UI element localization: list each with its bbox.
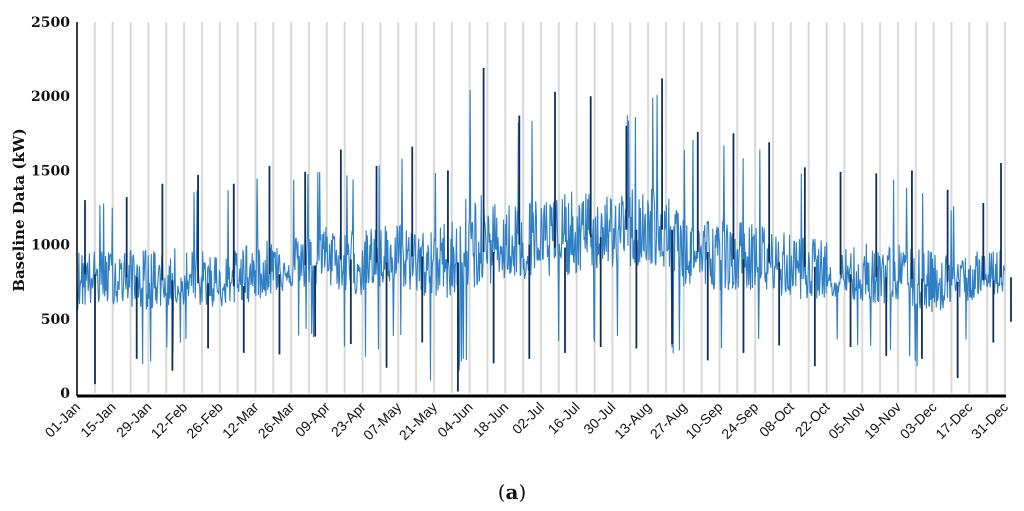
y-tick-label: 1000 bbox=[31, 238, 70, 254]
x-tick-labels: 01-Jan15-Jan29-Jan12-Feb26-Feb12-Mar26-M… bbox=[42, 399, 1012, 444]
x-tick-label: 22-Oct bbox=[792, 399, 833, 440]
x-tick-label: 02-Jul bbox=[509, 399, 547, 437]
x-tick-label: 09-Apr bbox=[292, 399, 333, 440]
x-tick-label: 03-Dec bbox=[897, 399, 940, 442]
x-tick-label: 29-Jan bbox=[113, 399, 155, 441]
x-tick-label: 26-Mar bbox=[255, 399, 298, 442]
x-tick-label: 07-May bbox=[360, 399, 404, 443]
x-tick-label: 13-Aug bbox=[611, 399, 654, 442]
x-tick-label: 18-Jun bbox=[470, 399, 512, 441]
x-tick-label: 12-Feb bbox=[148, 399, 191, 442]
caption-open: ( bbox=[497, 480, 506, 504]
x-tick-label: 10-Sep bbox=[682, 399, 725, 442]
x-tick-label: 01-Jan bbox=[42, 399, 84, 441]
baseline-series bbox=[76, 68, 1012, 392]
x-tick-label: 21-May bbox=[396, 399, 440, 443]
y-tick-label: 2000 bbox=[31, 89, 70, 105]
y-tick-label: 1500 bbox=[31, 163, 70, 179]
axes bbox=[76, 22, 1006, 398]
x-tick-label: 27-Aug bbox=[647, 399, 690, 442]
figure-caption: (a) bbox=[0, 480, 1024, 504]
y-tick-label: 0 bbox=[60, 386, 70, 402]
x-tick-label: 05-Nov bbox=[825, 399, 868, 442]
series-line bbox=[76, 90, 1006, 381]
x-tick-label: 17-Dec bbox=[932, 399, 975, 442]
y-tick-label: 500 bbox=[41, 312, 70, 328]
x-tick-label: 26-Feb bbox=[183, 399, 226, 442]
y-tick-labels: 0 500 1000 1500 2000 2500 bbox=[31, 15, 70, 402]
y-tick-label: 2500 bbox=[31, 15, 70, 31]
y-axis-label: Baseline Data (kW) bbox=[10, 128, 28, 291]
x-tick-label: 04-Jun bbox=[434, 399, 476, 441]
x-tick-label: 15-Jan bbox=[77, 399, 119, 441]
caption-letter: a bbox=[505, 480, 519, 504]
x-tick-label: 12-Mar bbox=[219, 399, 262, 442]
x-tick-label: 31-Dec bbox=[968, 399, 1011, 442]
x-tick-label: 19-Nov bbox=[861, 399, 904, 442]
x-tick-label: 16-Jul bbox=[545, 399, 583, 437]
x-tick-label: 24-Sep bbox=[718, 399, 761, 442]
x-tick-label: 08-Oct bbox=[756, 399, 797, 440]
caption-close: ) bbox=[518, 480, 527, 504]
